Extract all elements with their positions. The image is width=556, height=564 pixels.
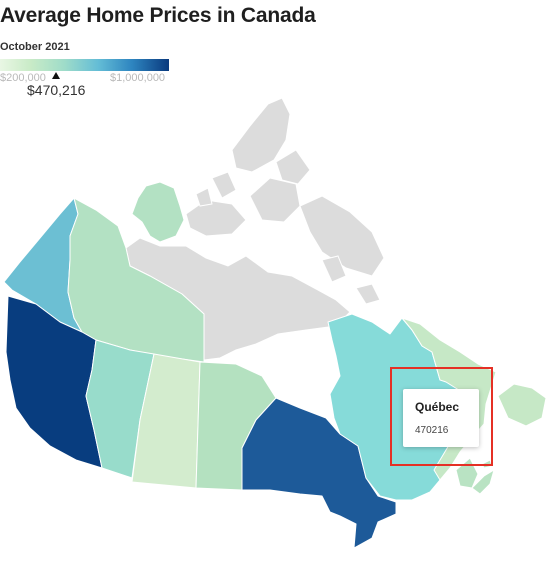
alberta-region[interactable]	[85, 339, 155, 479]
nova-scotia-region[interactable]	[471, 469, 495, 495]
tooltip-region-value: 470216	[415, 425, 449, 436]
legend-value-marker	[52, 72, 60, 79]
saskatchewan-region[interactable]	[131, 353, 201, 489]
legend-current-value: $470,216	[27, 82, 86, 98]
map-subtitle: October 2021	[0, 41, 70, 53]
map-title: Average Home Prices in Canada	[0, 4, 316, 27]
legend-color-scale	[0, 59, 169, 71]
prince-edward-island-region[interactable]	[481, 459, 493, 469]
legend-max-label: $1,000,000	[110, 72, 166, 84]
legend-min-label: $200,000	[0, 72, 46, 84]
nunavut-region[interactable]	[125, 97, 385, 361]
region-tooltip: Québec 470216	[403, 389, 479, 447]
northwest-territories-island[interactable]	[131, 181, 185, 243]
new-brunswick-region[interactable]	[455, 457, 479, 489]
newfoundland-island-region[interactable]	[497, 383, 547, 427]
tooltip-region-name: Québec	[415, 400, 460, 414]
